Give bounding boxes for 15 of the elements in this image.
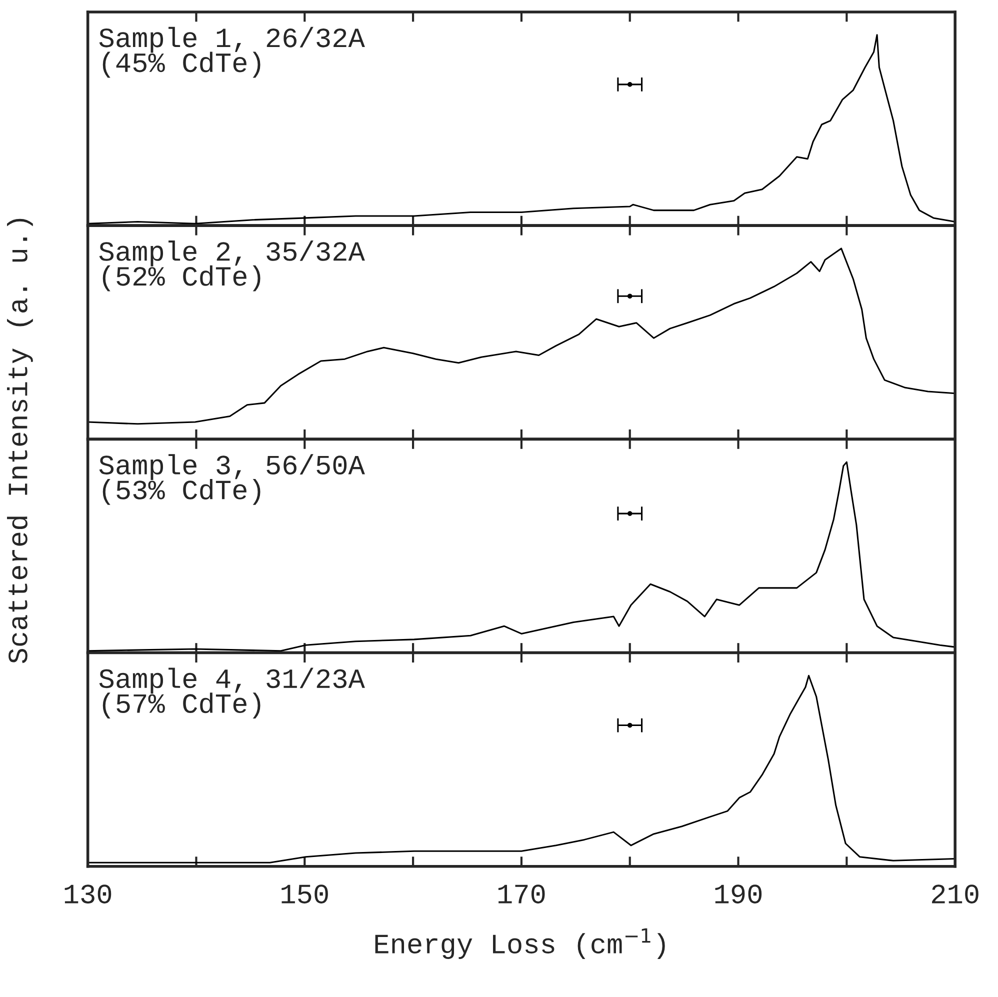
x-tick-label: 170 [498,884,545,904]
x-tick-label: 210 [932,884,978,904]
annotation: Sample 4, 31/23A [99,668,365,694]
annotation: (57% CdTe) [102,692,260,719]
x-tick-label: 130 [64,884,112,904]
x-tick-label: 150 [282,884,328,904]
annotation: Sample 3, 56/50A [99,454,365,480]
annotation: Sample 1, 26/32A [99,26,365,53]
annotation: (52% CdTe) [102,265,260,292]
x-tick-label: 190 [715,884,762,904]
annotation: (45% CdTe) [102,52,260,78]
y-axis-title: Scattered Intensity (a. u.) [7,218,33,664]
x-axis-title: Energy Loss (cm$^{−1}$) [375,928,665,959]
annotation: Sample 2, 35/32A [99,240,365,266]
annotation: (53% CdTe) [102,479,260,505]
